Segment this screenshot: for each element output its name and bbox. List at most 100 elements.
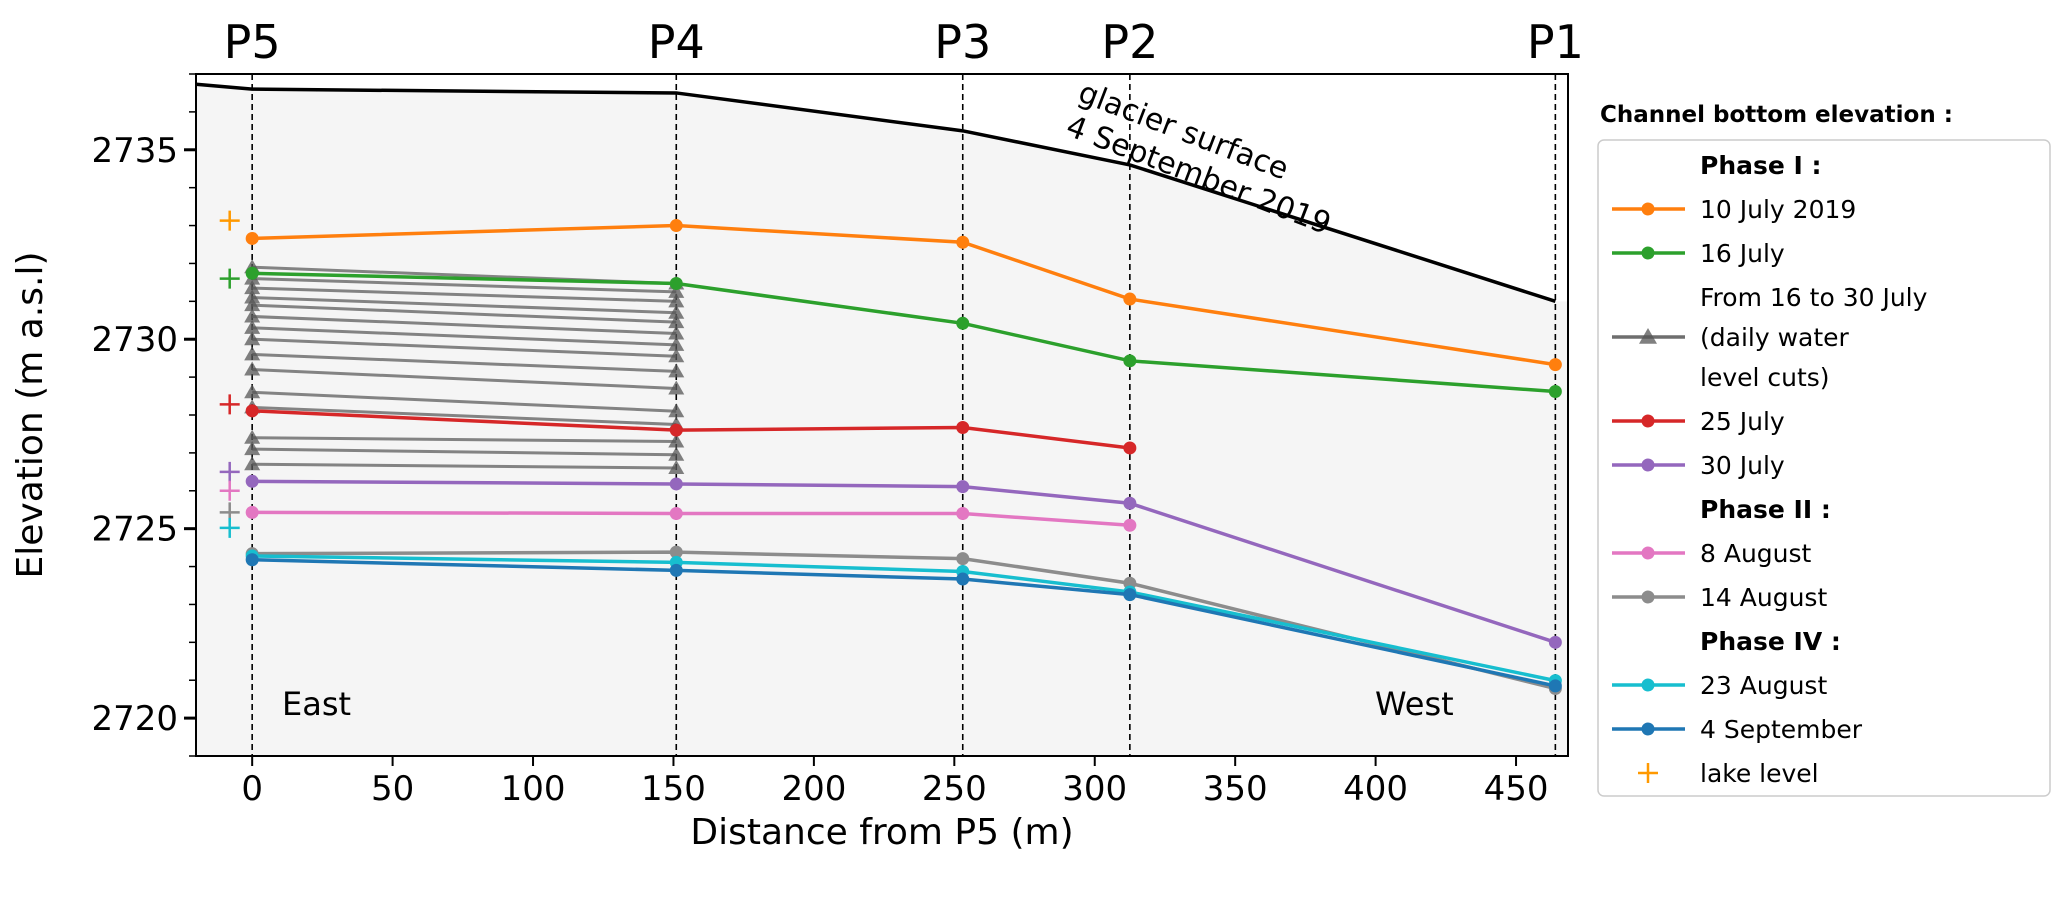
series-point [669, 423, 683, 437]
daily-cut-marker [668, 403, 685, 418]
daily-cut-13 [244, 441, 685, 461]
series-point [1548, 679, 1562, 693]
daily-cut-5 [244, 308, 685, 340]
legend-label: level cuts) [1700, 363, 1830, 392]
y-tick-label: 2725 [91, 510, 178, 550]
y-axis-label: Elevation (m a.s.l) [10, 252, 51, 579]
legend-header: Phase IV : [1700, 627, 1841, 656]
daily-cut-marker [668, 363, 685, 378]
series-point [1123, 496, 1137, 510]
y-tick-label: 2720 [91, 699, 178, 739]
daily-cut-line [252, 314, 677, 336]
legend-marker [1641, 414, 1655, 428]
legend-label: 25 July [1700, 407, 1785, 436]
series-point [245, 505, 259, 519]
series-point [1548, 635, 1562, 649]
x-tick-label: 150 [641, 769, 706, 809]
daily-cut-marker [668, 446, 685, 461]
series-point [956, 507, 970, 521]
series-10-july-2019 [245, 219, 1562, 372]
series-point [1123, 354, 1137, 368]
daily-cut-7 [244, 331, 685, 363]
legend-label: 16 July [1700, 239, 1785, 268]
legend-header: Phase II : [1700, 495, 1831, 524]
daily-cut-marker [244, 384, 261, 399]
daily-cut-marker [244, 289, 261, 304]
legend-header: Phase I : [1700, 151, 1822, 180]
east-label: East [282, 685, 351, 723]
lake-level-marker [219, 480, 240, 501]
series-point [1123, 588, 1137, 602]
series-point [956, 421, 970, 435]
daily-cut-marker [668, 380, 685, 395]
glacier-body-shading [196, 84, 1568, 757]
daily-cut-line [252, 352, 677, 373]
legend-label: (daily water [1700, 323, 1850, 352]
daily-cut-line [252, 436, 677, 444]
lake-level-marker [219, 394, 240, 415]
x-tick-label: 400 [1343, 769, 1408, 809]
daily-cut-marker [668, 348, 685, 363]
series-8-august [245, 505, 1137, 532]
series-point [956, 572, 970, 586]
daily-cut-marker [244, 361, 261, 376]
legend-marker [1641, 590, 1655, 604]
daily-cut-line [252, 277, 677, 294]
series-point [956, 235, 970, 249]
series-point [669, 277, 683, 291]
daily-cut-marker [668, 336, 685, 351]
daily-cut-marker [244, 429, 261, 444]
legend-label: 10 July 2019 [1700, 195, 1856, 224]
daily-cut-marker [244, 331, 261, 346]
legend-marker [1641, 246, 1655, 260]
legend-title: Channel bottom elevation : [1600, 102, 1953, 128]
daily-cut-line [252, 296, 677, 315]
series-point [245, 266, 259, 280]
series-4-september [245, 553, 1562, 693]
series-point [669, 219, 683, 233]
x-tick-label: 100 [501, 769, 566, 809]
lake-level-marker [219, 461, 240, 482]
legend-label: 30 July [1700, 451, 1785, 480]
series-point [1123, 441, 1137, 455]
legend-label: 23 August [1700, 671, 1827, 700]
x-axis-label: Distance from P5 (m) [690, 812, 1073, 853]
legend-marker [1641, 722, 1655, 736]
section-label-P1: P1 [1527, 15, 1584, 69]
daily-cut-line [252, 326, 677, 347]
daily-cut-marker [244, 441, 261, 456]
x-tick-label: 450 [1484, 769, 1549, 809]
daily-cut-marker [668, 283, 685, 298]
legend-marker [1641, 202, 1655, 216]
x-tick-label: 300 [1062, 769, 1127, 809]
daily-cut-marker [244, 319, 261, 334]
daily-cut-line [252, 286, 677, 303]
daily-cut-line [252, 462, 677, 470]
daily-cut-14 [244, 456, 685, 475]
y-tick-label: 2735 [91, 131, 178, 171]
legend-marker [1639, 328, 1657, 344]
legend-lake-marker [1638, 763, 1658, 783]
daily-cut-10 [244, 384, 685, 418]
series-25-july [245, 404, 1137, 455]
daily-cut-3 [244, 289, 685, 319]
daily-cut-marker [668, 460, 685, 475]
daily-cut-line [252, 390, 677, 413]
daily-cut-marker [668, 314, 685, 329]
series-point [956, 316, 970, 330]
series-point [245, 404, 259, 418]
series-point [1123, 292, 1137, 306]
daily-cut-marker [244, 346, 261, 361]
glacier-surface-line [195, 82, 1556, 303]
x-tick-label: 350 [1203, 769, 1268, 809]
daily-cut-marker [244, 297, 261, 312]
west-label: West [1375, 685, 1454, 723]
legend: Channel bottom elevation : Phase I : 10 Ju… [1597, 102, 2051, 797]
series-point [669, 507, 683, 521]
series-point [669, 545, 683, 559]
section-label-P2: P2 [1101, 15, 1158, 69]
daily-cut-8 [244, 346, 685, 378]
x-tick-label: 50 [371, 769, 414, 809]
series-point [245, 474, 259, 488]
section-label-P4: P4 [648, 15, 705, 69]
